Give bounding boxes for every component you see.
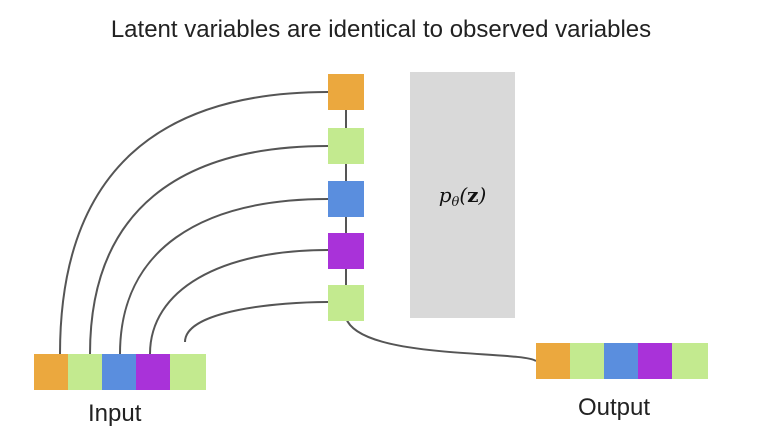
output-cell-5 [672, 343, 708, 379]
latent-node-2 [328, 128, 364, 164]
connection-curve-1 [59, 91, 329, 355]
output-connection-curve [345, 317, 537, 362]
prior-label: pθ(z) [438, 183, 487, 210]
output-label: Output [578, 394, 651, 421]
diagram-title: Latent variables are identical to observ… [110, 16, 652, 43]
latent-node-3 [328, 181, 364, 217]
connection-curve-2 [89, 145, 329, 355]
output-cell-4 [638, 343, 672, 379]
latent-node-5 [328, 285, 364, 321]
input-cell-4 [136, 354, 170, 390]
input-label: Input [88, 400, 142, 427]
output-cell-3 [604, 343, 638, 379]
output-cell-1 [536, 343, 570, 379]
input-cell-2 [68, 354, 102, 390]
input-cell-5 [170, 354, 206, 390]
connection-curve-3 [119, 198, 329, 355]
input-cell-1 [34, 354, 68, 390]
connection-curve-5 [184, 301, 329, 343]
latent-node-4 [328, 233, 364, 269]
connection-curve-4 [149, 249, 329, 355]
input-cell-3 [102, 354, 136, 390]
output-cell-2 [570, 343, 604, 379]
latent-node-1 [328, 74, 364, 110]
prior-box [410, 72, 515, 318]
